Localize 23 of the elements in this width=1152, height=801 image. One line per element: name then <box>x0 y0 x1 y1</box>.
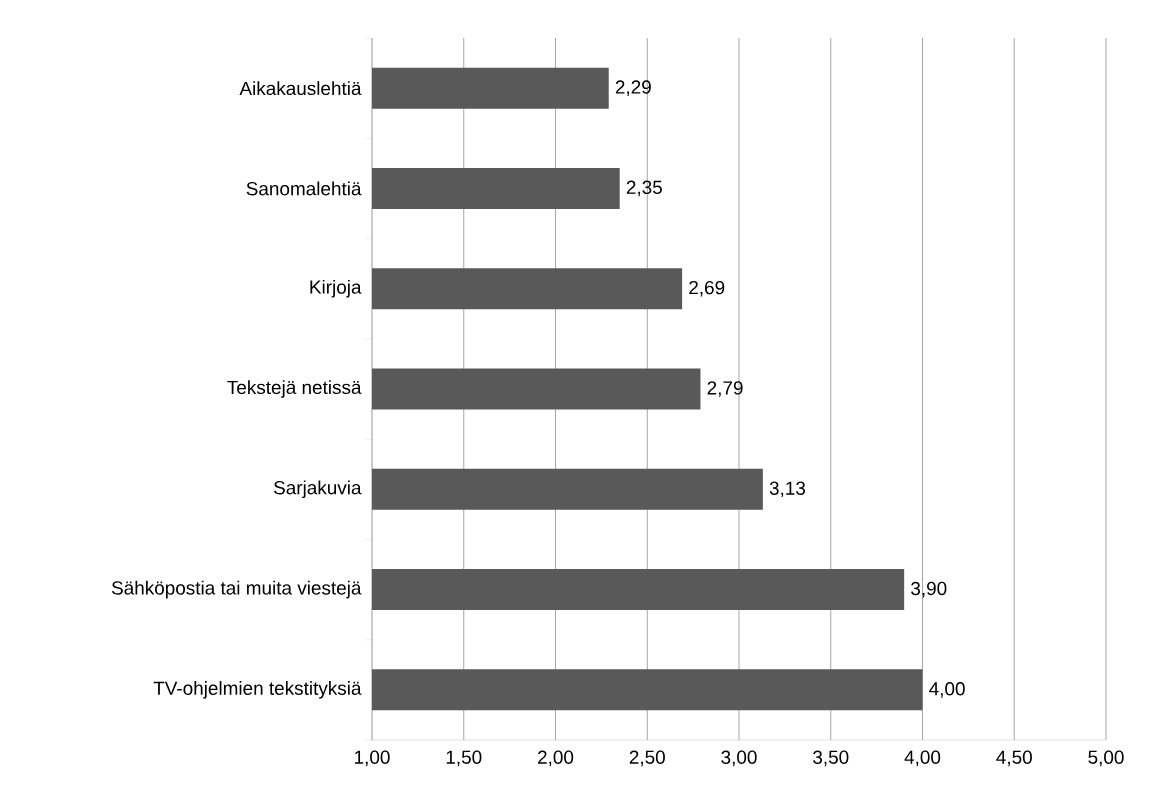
data-label: 4,00 <box>929 682 965 698</box>
x-tick-label: 4,00 <box>904 750 941 767</box>
data-label: 2,79 <box>707 381 743 397</box>
x-tick-label: 1,50 <box>446 750 482 767</box>
y-tick-label: Sanomalehtiä <box>246 181 362 196</box>
y-tick-label: Sarjakuvia <box>273 480 362 499</box>
x-tick-label: 3,50 <box>813 750 849 767</box>
data-label: 2,69 <box>689 280 725 297</box>
x-tick-label: 2,50 <box>629 750 665 767</box>
data-label: 2,35 <box>626 180 662 197</box>
data-label: 3,13 <box>769 481 806 498</box>
y-tick-label: Tekstejä netissä <box>227 380 362 398</box>
y-tick-label: TV-ohjelmien tekstityksiä <box>153 681 362 699</box>
x-tick-label: 4,50 <box>996 750 1032 767</box>
x-tick-label: 1,00 <box>355 750 390 767</box>
data-label: 3,90 <box>911 581 947 598</box>
y-tick-label: Sähköpostia tai muita viestejä <box>111 580 362 599</box>
x-tick-label: 3,00 <box>721 750 757 767</box>
x-tick-label: 5,00 <box>1088 750 1124 767</box>
y-tick-label: Kirjoja <box>310 279 362 298</box>
y-tick-label: Aikakauslehtiä <box>239 81 362 96</box>
x-tick-label: 2,00 <box>538 750 574 767</box>
data-label: 2,29 <box>615 80 651 96</box>
